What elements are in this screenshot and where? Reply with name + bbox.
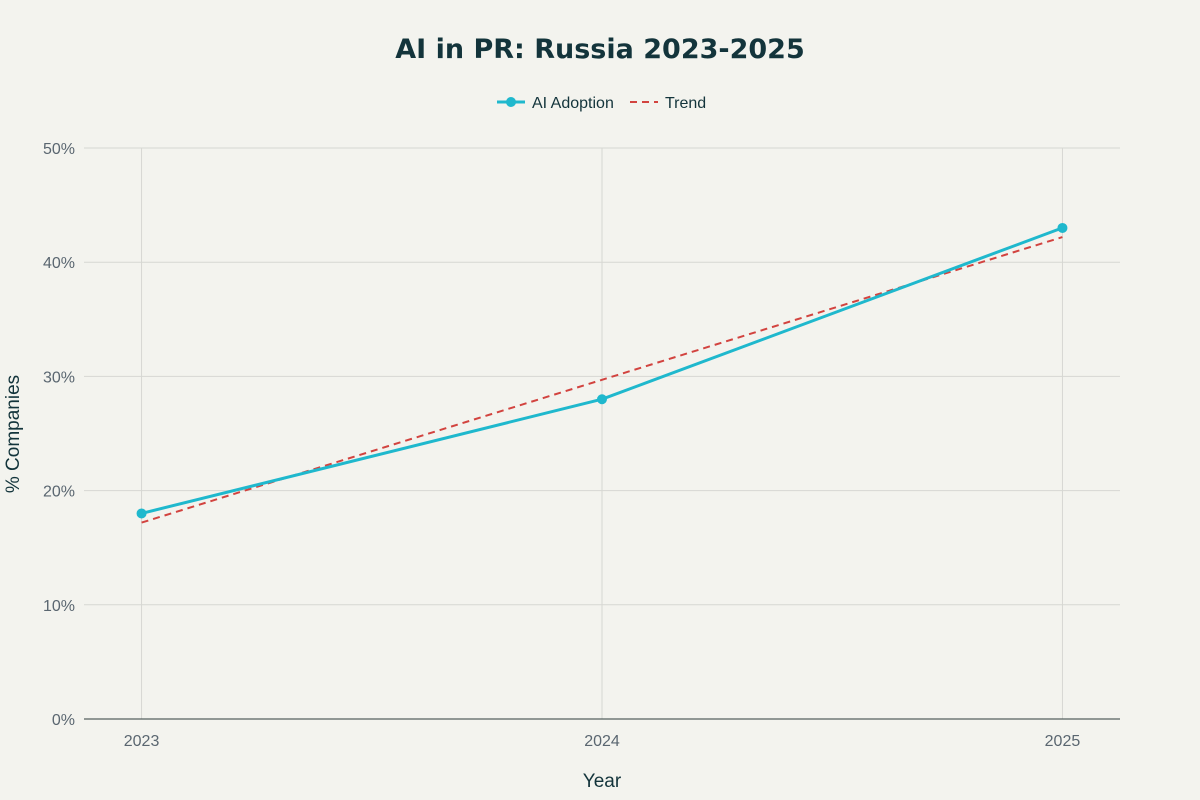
x-axis-title: Year [583,771,622,792]
y-tick-label: 40% [43,255,75,272]
legend: AI Adoption Trend [497,95,706,112]
legend-item-trend[interactable]: Trend [630,95,706,112]
legend-label-ai-adoption: AI Adoption [532,95,614,112]
chart-title: AI in PR: Russia 2023-2025 [395,34,805,65]
y-tick-label: 50% [43,141,75,158]
legend-label-trend: Trend [665,95,706,112]
y-tick-label: 10% [43,598,75,615]
y-axis-title: % Companies [3,375,24,493]
grid [84,147,1120,720]
x-tick-label: 2023 [124,733,160,750]
data-point-ai-adoption[interactable] [136,508,147,519]
y-tick-label: 30% [43,369,75,386]
data-point-ai-adoption[interactable] [597,394,607,405]
legend-item-ai-adoption[interactable]: AI Adoption [497,95,614,112]
y-tick-label: 0% [52,712,75,729]
legend-marker-ai-adoption [506,97,516,107]
data-point-ai-adoption[interactable] [1057,222,1068,233]
y-tick-label: 20% [43,484,75,501]
x-tick-label: 2024 [584,733,620,750]
series-layer [136,222,1068,524]
x-tick-label: 2025 [1045,733,1081,750]
x-axis-ticks: 2023 2024 2025 [124,733,1081,750]
y-axis-ticks: 0% 10% 20% 30% 40% 50% [43,141,75,729]
